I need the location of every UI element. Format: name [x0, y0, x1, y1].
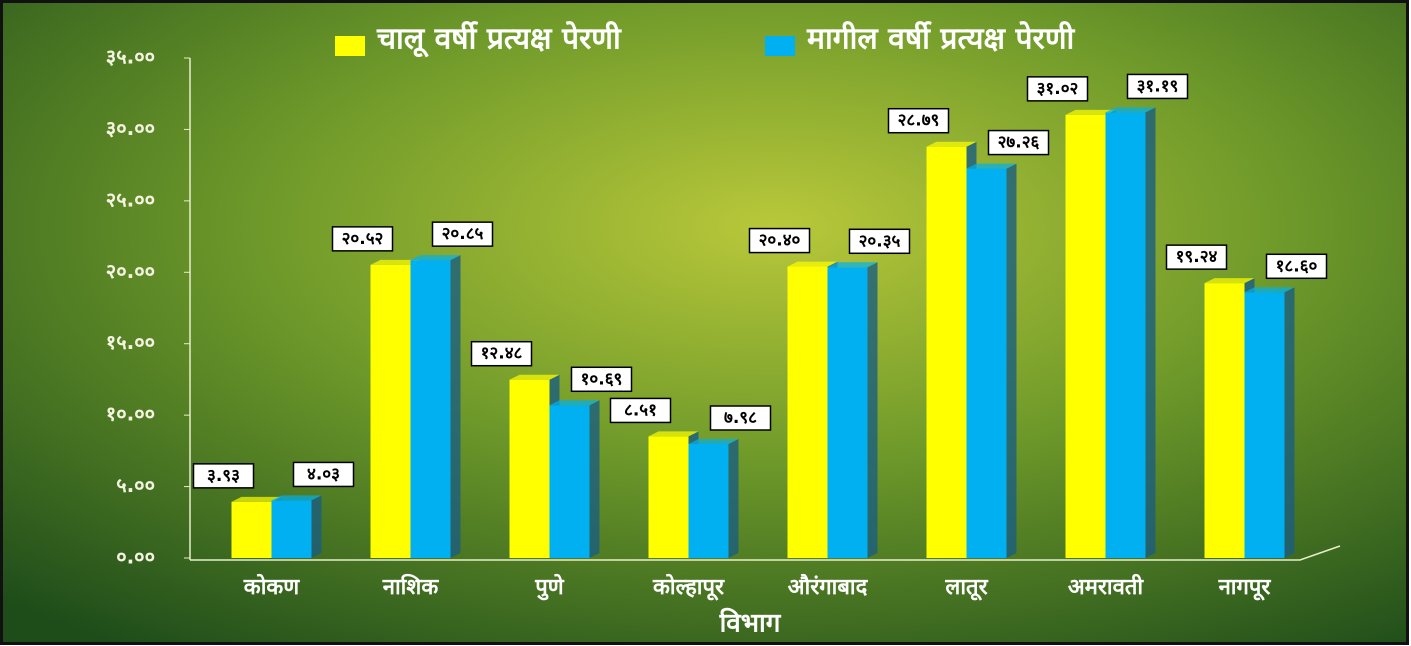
- y-tick-label: ३०.००: [106, 116, 155, 140]
- value-label: २०.३५: [859, 231, 901, 251]
- y-tick-label: १५.००: [106, 330, 155, 354]
- y-tick-label: २०.००: [106, 259, 155, 283]
- bar: [1205, 283, 1245, 558]
- y-tick-label: ५.००: [116, 473, 155, 497]
- bar-depth: [868, 262, 878, 558]
- bar: [510, 380, 550, 558]
- bar: [1245, 292, 1285, 558]
- bar: [828, 267, 868, 558]
- bar: [689, 444, 729, 558]
- x-tick-label: अमरावती: [1068, 573, 1144, 600]
- bar-depth: [1146, 107, 1156, 558]
- value-label: १८.६०: [1276, 256, 1318, 276]
- y-tick-label: १०.००: [106, 402, 155, 426]
- bar: [232, 502, 272, 558]
- bar: [371, 265, 411, 558]
- value-label: ७.९८: [724, 408, 757, 428]
- x-tick-label: कोल्हापूर: [652, 573, 725, 601]
- x-tick-label: औरंगाबाद: [788, 573, 869, 600]
- bar: [649, 436, 689, 558]
- value-label: ८.५१: [624, 400, 657, 420]
- bar: [272, 500, 312, 558]
- x-tick-label: नाशिक: [382, 573, 440, 600]
- x-tick-label: पुणे: [534, 573, 564, 601]
- value-label: १९.२४: [1176, 247, 1218, 267]
- bar-depth: [1007, 164, 1017, 558]
- bar: [927, 147, 967, 558]
- bar-depth: [590, 400, 600, 558]
- x-tick-label: कोकण: [243, 573, 300, 600]
- bar: [967, 169, 1007, 558]
- bar-depth: [312, 495, 322, 558]
- bar: [788, 267, 828, 558]
- bar: [550, 405, 590, 558]
- bar-depth: [729, 439, 739, 558]
- value-label: २०.४०: [759, 231, 801, 251]
- y-tick-label: ०.००: [116, 545, 155, 569]
- legend-swatch: [335, 36, 365, 56]
- chart: विभाग ०.०० ५.०० १०.०० १५.०० २०.०० २५.०० ३०.०० ३…: [0, 0, 1411, 646]
- bar: [1066, 115, 1106, 558]
- value-label: ३.९३: [207, 466, 240, 486]
- legend-label: मागील वर्षी प्रत्यक्ष पेरणी: [806, 21, 1076, 57]
- bar: [411, 260, 451, 558]
- bar-depth: [451, 255, 461, 558]
- x-axis-label: विभाग: [719, 608, 782, 639]
- legend-swatch: [765, 36, 795, 56]
- y-tick-label: ३५.००: [106, 45, 155, 69]
- value-label: १०.६९: [581, 369, 623, 389]
- bar: [1106, 112, 1146, 558]
- value-label: २८.७९: [898, 111, 940, 131]
- value-label: ३१.०२: [1037, 79, 1079, 99]
- value-label: ३१.१९: [1137, 76, 1179, 96]
- value-label: २७.२६: [998, 133, 1040, 153]
- value-label: २०.५२: [342, 229, 384, 249]
- x-tick-label: लातूर: [944, 575, 988, 601]
- y-tick-label: २५.००: [106, 187, 155, 211]
- value-label: २०.८५: [442, 224, 484, 244]
- bar-depth: [1285, 287, 1295, 558]
- legend-label: चालू वर्षी प्रत्यक्ष पेरणी: [376, 21, 622, 58]
- value-label: १२.४८: [481, 344, 523, 364]
- x-tick-label: नागपूर: [1218, 575, 1272, 601]
- value-label: ४.०३: [307, 464, 340, 484]
